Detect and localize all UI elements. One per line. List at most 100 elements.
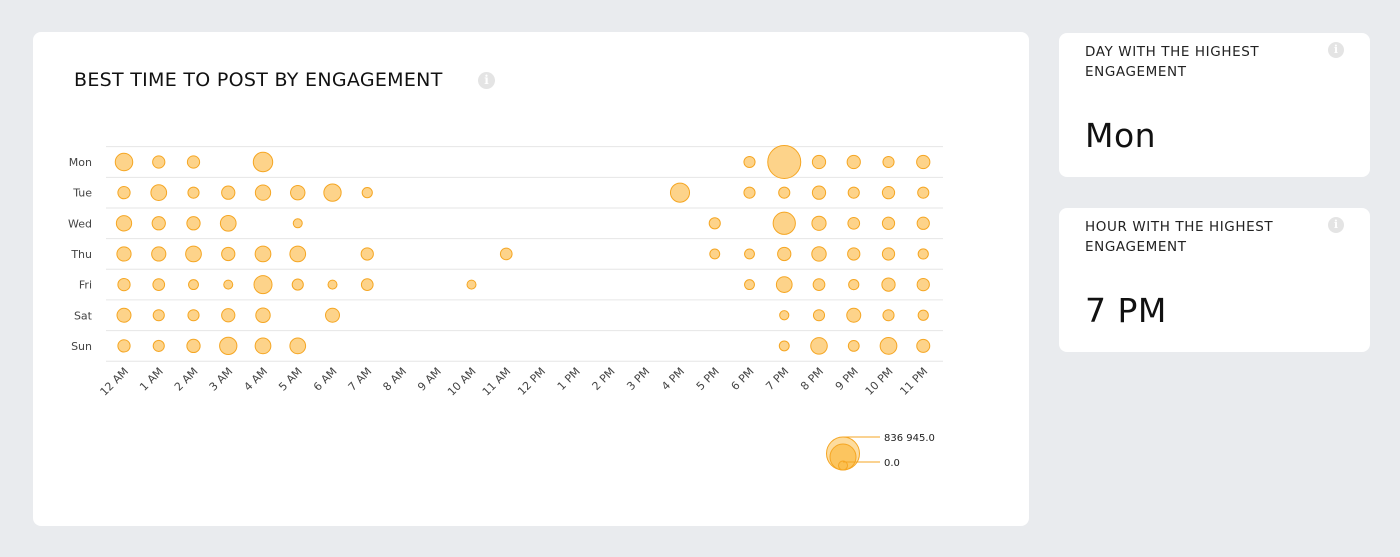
hour-highest-engagement-card: HOUR WITH THE HIGHEST ENGAGEMENT i 7 PM bbox=[1059, 208, 1370, 352]
data-bubble bbox=[219, 336, 238, 356]
data-bubble bbox=[221, 308, 236, 323]
data-bubble bbox=[744, 248, 755, 260]
data-bubble bbox=[290, 184, 306, 201]
data-bubble bbox=[219, 214, 237, 232]
data-bubble bbox=[917, 186, 930, 199]
x-tick-label: 2 AM bbox=[172, 365, 201, 394]
y-tick-label: Sun bbox=[71, 340, 92, 353]
data-bubble bbox=[360, 247, 374, 261]
data-bubble bbox=[186, 155, 201, 169]
data-bubble bbox=[881, 186, 896, 200]
data-bubble bbox=[253, 275, 273, 295]
data-bubble bbox=[882, 155, 895, 169]
x-tick-label: 1 AM bbox=[137, 365, 166, 394]
data-bubble bbox=[848, 279, 860, 291]
data-bubble bbox=[116, 307, 132, 323]
data-bubble bbox=[255, 307, 271, 323]
x-tick-label: 6 AM bbox=[311, 365, 340, 394]
x-tick-label: 1 PM bbox=[555, 365, 583, 393]
data-bubble bbox=[779, 310, 790, 321]
legend-max-label: 836 945.0 bbox=[884, 433, 935, 444]
data-bubble bbox=[708, 217, 721, 230]
legend-min-label: 0.0 bbox=[884, 458, 900, 469]
data-bubble bbox=[847, 216, 861, 230]
data-bubble bbox=[254, 337, 272, 355]
data-bubble bbox=[185, 245, 202, 263]
data-bubble bbox=[847, 247, 861, 261]
data-bubble bbox=[187, 309, 200, 322]
x-tick-label: 7 AM bbox=[346, 365, 375, 394]
data-bubble bbox=[152, 309, 165, 322]
y-tick-label: Wed bbox=[68, 217, 92, 230]
x-tick-label: 3 PM bbox=[624, 365, 652, 393]
data-bubble bbox=[289, 245, 307, 263]
info-icon[interactable]: i bbox=[1328, 217, 1344, 233]
data-bubble bbox=[917, 309, 929, 321]
data-bubble bbox=[847, 186, 860, 199]
y-tick-label: Mon bbox=[69, 156, 92, 169]
data-bubble bbox=[117, 339, 131, 353]
x-tick-label: 12 AM bbox=[98, 365, 132, 399]
data-bubble bbox=[151, 216, 166, 231]
data-bubble bbox=[916, 277, 930, 292]
data-bubble bbox=[881, 216, 896, 230]
data-bubble bbox=[360, 278, 374, 291]
data-bubble bbox=[778, 340, 790, 352]
data-bubble bbox=[812, 309, 826, 322]
chart-title: BEST TIME TO POST BY ENGAGEMENT bbox=[74, 69, 443, 91]
x-tick-label: 9 AM bbox=[415, 365, 444, 394]
data-bubble bbox=[252, 151, 274, 173]
info-icon[interactable]: i bbox=[478, 72, 495, 89]
data-bubble bbox=[466, 279, 477, 290]
data-bubble bbox=[188, 279, 199, 291]
day-card-label: DAY WITH THE HIGHEST ENGAGEMENT bbox=[1085, 44, 1260, 80]
info-icon[interactable]: i bbox=[1328, 42, 1344, 58]
x-tick-label: 8 PM bbox=[798, 365, 826, 393]
data-bubble bbox=[744, 279, 755, 291]
hour-card-value: 7 PM bbox=[1085, 291, 1167, 330]
y-tick-label: Tue bbox=[72, 187, 92, 200]
data-bubble bbox=[772, 211, 796, 235]
x-tick-label: 5 PM bbox=[694, 365, 722, 393]
data-bubble bbox=[187, 186, 200, 199]
y-tick-label: Thu bbox=[70, 248, 92, 261]
data-bubble bbox=[289, 337, 307, 355]
data-bubble bbox=[325, 307, 340, 323]
data-bubble bbox=[810, 337, 828, 355]
data-bubble bbox=[917, 248, 929, 260]
data-bubble bbox=[223, 279, 234, 290]
x-tick-label: 9 PM bbox=[833, 365, 861, 393]
data-bubble bbox=[114, 152, 134, 172]
x-tick-label: 11 PM bbox=[897, 365, 930, 398]
data-bubble bbox=[254, 245, 272, 263]
data-bubble bbox=[709, 248, 721, 260]
data-bubble bbox=[221, 246, 236, 262]
x-tick-label: 6 PM bbox=[729, 365, 757, 393]
day-card-value: Mon bbox=[1085, 116, 1157, 155]
data-bubble bbox=[879, 337, 898, 355]
data-bubble bbox=[152, 339, 165, 352]
x-tick-label: 10 PM bbox=[863, 365, 896, 398]
data-bubble bbox=[916, 216, 930, 230]
y-tick-label: Fri bbox=[79, 279, 92, 292]
data-bubble bbox=[186, 338, 201, 354]
data-bubble bbox=[152, 155, 166, 169]
data-bubble bbox=[916, 154, 931, 170]
data-bubble bbox=[811, 215, 827, 231]
data-bubble bbox=[186, 216, 201, 231]
engagement-chart-card: BEST TIME TO POST BY ENGAGEMENT i bbox=[33, 32, 1029, 526]
x-tick-label: 8 AM bbox=[380, 365, 409, 394]
data-bubble bbox=[743, 186, 756, 199]
legend-bubble-min bbox=[838, 460, 848, 471]
data-bubble bbox=[116, 246, 132, 262]
data-bubble bbox=[361, 187, 373, 199]
x-tick-label: 4 AM bbox=[241, 365, 270, 394]
x-tick-label: 3 AM bbox=[207, 365, 236, 394]
data-bubble bbox=[323, 183, 342, 202]
data-bubble bbox=[499, 247, 513, 261]
data-bubble bbox=[669, 182, 691, 203]
data-bubble bbox=[117, 277, 131, 292]
data-bubble bbox=[811, 185, 827, 200]
x-tick-label: 4 PM bbox=[659, 365, 687, 393]
